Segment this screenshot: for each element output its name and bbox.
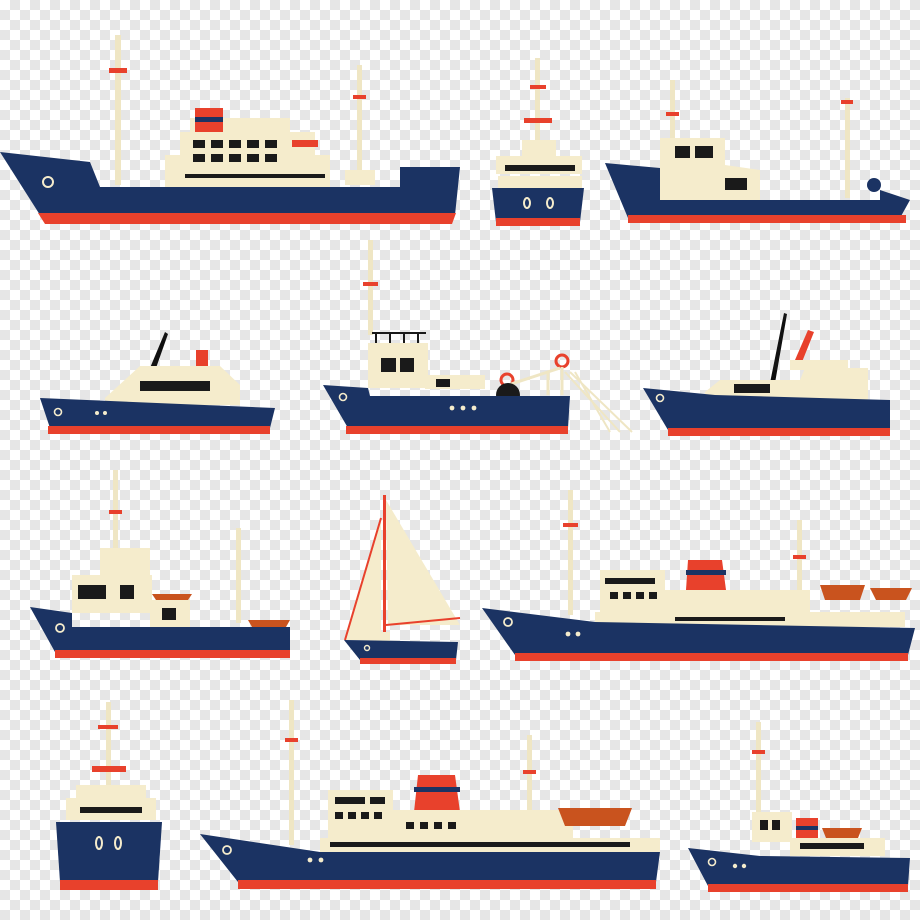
ship-ferry-long: [482, 490, 915, 661]
ship-sailboat: [344, 495, 461, 664]
ship-passenger-liner: [200, 700, 660, 889]
ship-small-ferry: [688, 722, 910, 892]
ship-motor-yacht: [40, 332, 275, 434]
ship-tug-front: [492, 58, 584, 226]
ship-cargo-large: [0, 35, 460, 224]
ship-tug-front-small: [56, 702, 162, 890]
ship-patrol-boat: [643, 313, 890, 436]
ship-fishing-crane: [323, 240, 633, 434]
ship-trawler-flat: [605, 80, 910, 223]
ship-trawler-high: [30, 470, 290, 658]
